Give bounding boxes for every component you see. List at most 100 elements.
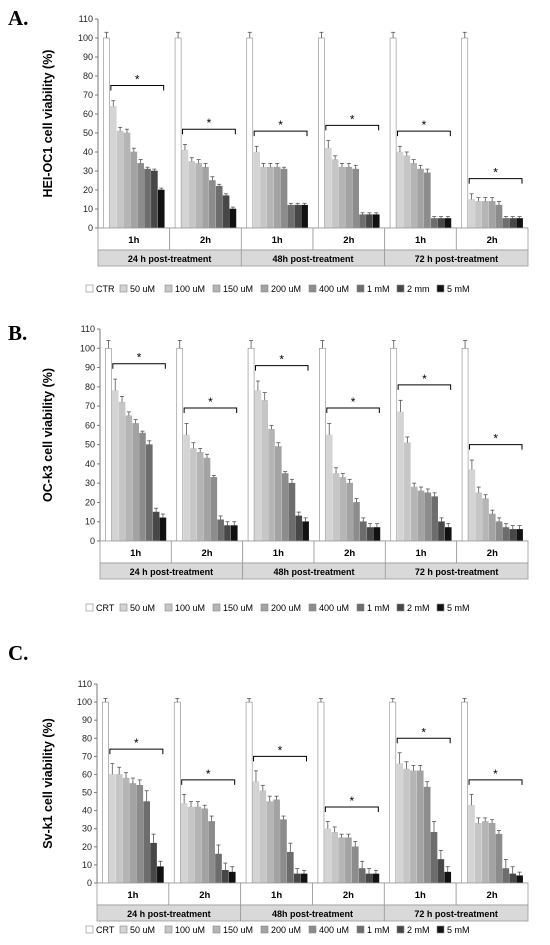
significance-star: *: [421, 725, 426, 739]
bar: [252, 781, 260, 884]
bar: [180, 803, 188, 884]
bar: [247, 347, 255, 542]
y-tick-label: 10: [83, 204, 93, 214]
bar: [102, 701, 109, 884]
group-label: 48h post-treatment: [272, 909, 353, 919]
legend-label: 1 mM: [367, 925, 390, 935]
legend-label: 1 mM: [367, 603, 390, 613]
bar: [228, 871, 236, 884]
legend-swatch: [396, 925, 405, 934]
bar: [318, 37, 325, 229]
bar: [324, 828, 332, 884]
bar: [403, 155, 411, 229]
bar: [431, 496, 438, 542]
legend-label: CRT: [96, 925, 115, 935]
legend-label: CRT: [96, 603, 115, 613]
bar: [502, 527, 510, 542]
y-tick-label: 70: [83, 90, 93, 100]
bar: [105, 347, 112, 542]
bar: [481, 821, 489, 884]
legend-swatch: [356, 603, 365, 612]
y-axis-label: HEI-OC1 cell viability (%): [41, 50, 55, 198]
bar: [416, 770, 424, 884]
bar: [159, 517, 167, 542]
legend-swatch: [164, 925, 173, 934]
bar: [324, 147, 332, 229]
legend-swatch: [212, 925, 221, 934]
bar: [108, 774, 116, 884]
legend-swatch: [85, 284, 94, 293]
y-tick-label: 30: [85, 478, 95, 488]
significance-bracket: [397, 130, 451, 137]
bar: [424, 172, 431, 229]
bar: [229, 208, 237, 229]
significance-bracket: [183, 407, 238, 414]
y-tick-label: 80: [83, 71, 93, 81]
panel-a: A. HEI-OC1 cell viability (%) 0 10 20 30 40 50 6…: [0, 0, 550, 305]
significance-star: *: [206, 767, 211, 781]
bar: [188, 161, 196, 229]
bar: [423, 786, 431, 884]
legend-swatch: [212, 284, 221, 293]
bar: [215, 185, 223, 229]
significance-star: *: [134, 736, 139, 750]
category-label: 1h: [415, 548, 426, 559]
bar: [332, 473, 340, 542]
bar: [346, 482, 353, 542]
bar: [273, 799, 280, 884]
significance-bracket: [253, 130, 308, 137]
legend-label: 200 uM: [271, 603, 301, 613]
significance-bracket: [325, 124, 380, 131]
legend-swatch: [356, 925, 365, 934]
bar: [295, 515, 303, 542]
group-cell: [384, 249, 529, 267]
bar: [187, 806, 195, 884]
y-tick-label: 20: [85, 497, 95, 507]
category-label: 2h: [201, 548, 212, 559]
bar: [215, 853, 222, 884]
bar: [266, 801, 274, 884]
legend-label: CTR: [96, 284, 115, 294]
bar: [275, 446, 282, 542]
chart-c-svg: C. Sv-k1 cell viability (%) 0 10 20 30 40 50 60 7…: [8, 641, 529, 935]
legend-label: 5 mM: [447, 603, 470, 613]
significance-star: *: [278, 118, 283, 132]
significance-star: *: [207, 116, 212, 130]
bar: [424, 492, 432, 542]
group-label: 72 h post-treatment: [415, 254, 499, 264]
bar: [389, 37, 397, 229]
category-label: 2h: [343, 235, 354, 246]
legend-swatch: [212, 603, 221, 612]
bar: [201, 808, 209, 884]
y-tick-label: 100: [78, 33, 93, 43]
bar: [509, 218, 517, 229]
bar: [145, 444, 153, 542]
bar: [345, 837, 352, 884]
bar: [123, 132, 131, 229]
bar: [438, 521, 445, 542]
bar: [209, 180, 216, 229]
legend-label: 400 uM: [319, 284, 349, 294]
legend-swatch: [164, 284, 173, 293]
bar: [195, 163, 202, 229]
bar: [130, 151, 138, 229]
category-label: 1h: [415, 890, 426, 901]
y-tick-label: 0: [88, 223, 93, 233]
bar: [174, 37, 182, 229]
bar: [482, 498, 489, 542]
significance-bracket: [253, 755, 307, 762]
category-label: 1h: [415, 235, 426, 246]
y-tick-label: 110: [79, 14, 93, 24]
y-tick-label: 90: [82, 715, 92, 725]
bar: [331, 832, 339, 884]
bar: [143, 801, 150, 884]
y-tick-label: 40: [83, 147, 93, 157]
bar: [366, 527, 374, 542]
bar: [325, 434, 333, 542]
bar: [331, 159, 339, 229]
bar: [261, 400, 269, 542]
legend-swatch: [436, 284, 445, 293]
category-label: 2h: [487, 235, 498, 246]
bar: [404, 442, 411, 542]
y-tick-label: 10: [82, 860, 92, 870]
